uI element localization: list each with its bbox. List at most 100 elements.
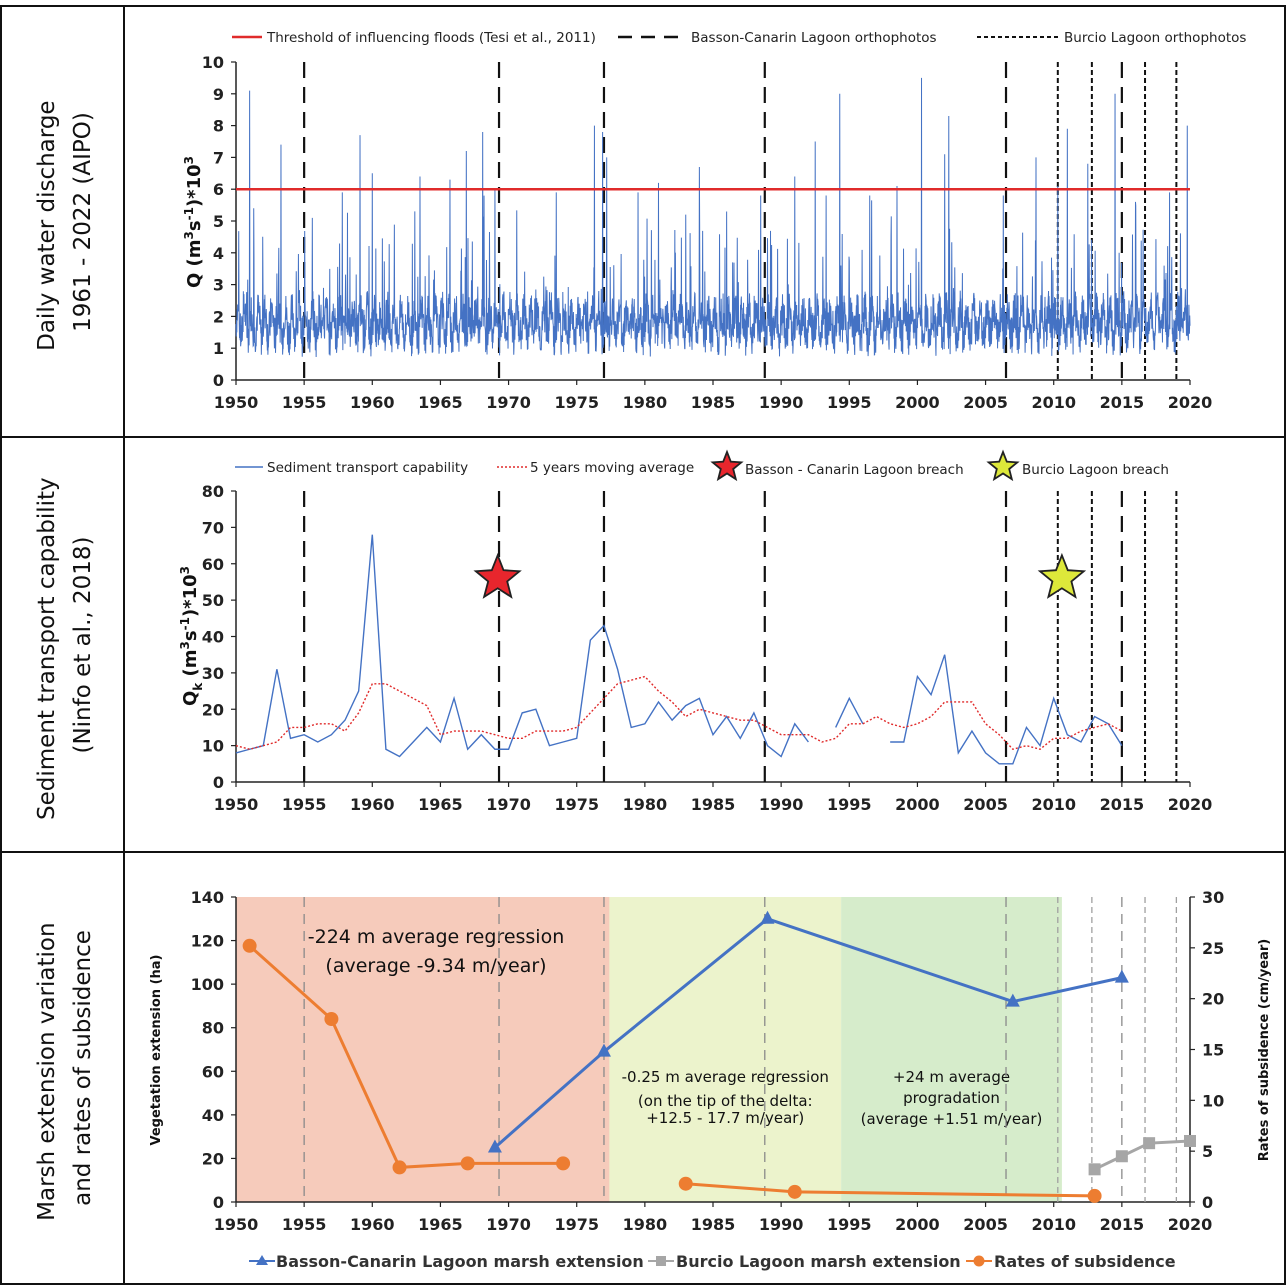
basson-marsh-point [487,1139,502,1153]
x-tick-label: 1995 [827,795,872,814]
legend-subsidence-circle-icon [973,1255,985,1267]
burcio-marsh-line [1093,1139,1191,1171]
y-tick-label: 3 [213,276,224,295]
basson-breach-star-icon [473,552,522,599]
discharge-legend: Threshold of influencing floods (Tesi et… [232,30,1246,46]
sediment-series [235,534,1123,765]
capability-line [835,696,864,728]
sediment-chart: Sediment transport capability 5 years mo… [178,449,1213,814]
x-tick-label: 1975 [554,393,599,412]
legend-burcio-marsh-square-icon [656,1256,666,1266]
row1-label: Daily water discharge 1961 - 2022 (AIPO) [34,93,96,351]
marsh-left-y-label: Vegetation extension (ha) [149,955,164,1146]
x-tick-label: 1970 [486,1215,531,1234]
x-tick-label: 1985 [691,795,736,814]
x-tick-label: 1965 [418,393,463,412]
sediment-breach-markers [473,552,1087,599]
x-tick-label: 1995 [827,1215,872,1234]
subsidence-point [460,1156,475,1171]
x-tick-label: 2000 [895,795,940,814]
row2-label-line2: (Ninfo et al., 2018) [70,536,96,753]
discharge-y-label: Q (m3s-1)*103 [182,156,205,288]
y-tick-label: 120 [191,932,224,951]
x-tick-label: 1960 [350,393,395,412]
marsh-series [242,910,1196,1203]
marsh-axes: 1950 1955 1960 1965 1970 1975 1980 1985 1990 1995… [191,888,1225,1234]
marsh-phase-bands: -224 m average regression (average -9.34 … [236,897,1062,1202]
y-tick-label: 10 [202,737,224,756]
phase-3-annotation: (average +1.51 m/year) [861,1110,1043,1128]
phase-band-2 [609,897,842,1202]
legend-burcio-ortho-label: Burcio Lagoon orthophotos [1064,30,1246,46]
y-tick-label: 80 [202,482,224,501]
marsh-legend: Basson-Canarin Lagoon marsh extension Bu… [249,1252,1176,1271]
x-tick-label: 1955 [282,1215,327,1234]
basson-marsh-point [596,1043,611,1057]
burcio-marsh-point [1184,1135,1196,1147]
legend-basson-breach-label: Basson - Canarin Lagoon breach [745,462,964,478]
sediment-axes: 1950 1955 1960 1965 1970 1975 1980 1985 1990 1995… [202,482,1213,814]
x-tick-label: 2020 [1168,393,1213,412]
figure-frame [0,5,1286,1285]
right-y-tick-label: 5 [1202,1142,1213,1161]
row2-label-line1: Sediment transport capability [34,477,60,820]
subsidence-point [678,1176,693,1191]
row1-label-line2: 1961 - 2022 (AIPO) [70,112,96,332]
discharge-axes: 1950 1955 1960 1965 1970 1975 1980 1985 1990 1995… [202,53,1213,412]
phase-3-annotation: +24 m average [893,1068,1010,1086]
moving-average-line [235,675,1123,751]
x-tick-label: 1990 [759,393,804,412]
x-tick-label: 1960 [350,795,395,814]
sediment-legend: Sediment transport capability 5 years mo… [235,449,1169,482]
star-yellow-icon [986,449,1020,482]
phase-2-annotation: +12.5 - 17.7 m/year) [646,1109,804,1127]
y-tick-label: 9 [213,85,224,104]
right-y-tick-label: 30 [1202,888,1224,907]
x-tick-label: 1985 [691,1215,736,1234]
right-y-tick-label: 10 [1202,1091,1224,1110]
x-tick-label: 1965 [418,795,463,814]
x-tick-label: 2010 [1031,795,1076,814]
y-tick-label: 0 [213,773,224,792]
x-tick-label: 2000 [895,393,940,412]
row3-label: Marsh extension variation and rates of s… [34,915,96,1221]
discharge-series [235,77,1191,357]
y-tick-label: 30 [202,664,224,683]
legend-basson-marsh-triangle-icon [256,1255,268,1265]
y-tick-label: 60 [202,555,224,574]
y-tick-label: 1 [213,339,224,358]
discharge-line [235,77,1191,357]
x-tick-label: 1985 [691,393,736,412]
x-tick-label: 2000 [895,1215,940,1234]
x-tick-label: 2005 [963,393,1008,412]
y-tick-label: 5 [213,212,224,231]
x-tick-label: 2020 [1168,1215,1213,1234]
y-tick-label: 40 [202,628,224,647]
y-tick-label: 0 [213,371,224,390]
right-y-tick-label: 0 [1202,1193,1213,1212]
y-tick-label: 10 [202,53,224,72]
subsidence-point [392,1160,407,1175]
basson-marsh-point [1005,993,1020,1007]
legend-basson-breach-star-icon [710,449,744,482]
phase-band-1 [236,897,610,1202]
x-tick-label: 1980 [623,1215,668,1234]
x-tick-label: 1975 [554,1215,599,1234]
subsidence-point [1087,1188,1102,1203]
x-tick-label: 2015 [1100,1215,1145,1234]
legend-threshold-label: Threshold of influencing floods (Tesi et… [266,30,596,46]
y-tick-label: 8 [213,117,224,136]
x-tick-label: 2005 [963,795,1008,814]
y-tick-label: 60 [202,1062,224,1081]
capability-line [235,534,809,758]
burcio-marsh-point [1143,1137,1156,1150]
marsh-chart: -224 m average regression (average -9.34 … [149,888,1272,1271]
x-tick-label: 2010 [1031,393,1076,412]
y-tick-label: 50 [202,591,224,610]
x-tick-label: 2010 [1031,1215,1076,1234]
basson-marsh-point [760,910,775,924]
right-y-tick-label: 15 [1202,1041,1224,1060]
y-tick-label: 140 [191,888,224,907]
right-y-tick-label: 20 [1202,990,1224,1009]
